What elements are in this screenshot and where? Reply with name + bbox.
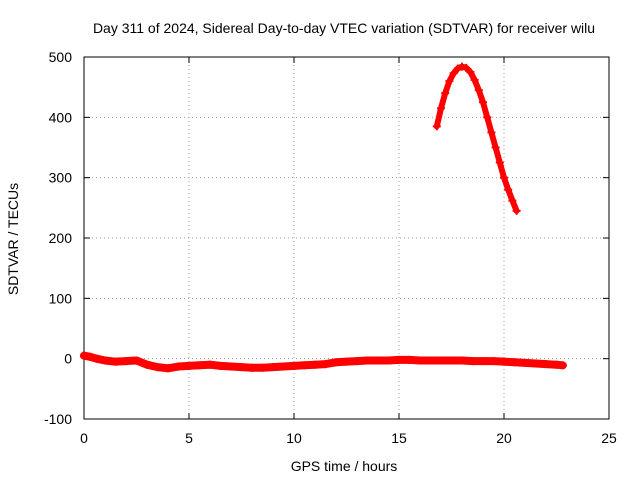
data-point	[504, 185, 513, 194]
data-point	[558, 361, 567, 370]
data-point	[195, 361, 204, 370]
data-point	[483, 113, 492, 122]
x-tick-label: 25	[601, 430, 617, 446]
data-point	[495, 158, 504, 167]
data-point	[132, 356, 141, 365]
data-point	[470, 75, 479, 84]
data-point	[432, 122, 441, 131]
y-tick-label: -100	[44, 411, 72, 427]
data-point	[237, 363, 246, 372]
data-point	[185, 361, 193, 370]
data-point	[311, 360, 319, 369]
data-point	[353, 357, 361, 366]
data-point	[437, 104, 445, 113]
data-point	[395, 355, 403, 364]
data-point	[426, 356, 435, 365]
data-point	[206, 360, 214, 369]
data-point	[449, 69, 458, 78]
data-point	[342, 357, 351, 366]
data-point	[416, 356, 424, 365]
data-point	[101, 356, 109, 365]
data-point	[216, 361, 225, 370]
data-point	[80, 351, 88, 360]
data-point	[248, 363, 256, 372]
data-point	[453, 64, 462, 73]
data-point	[445, 77, 454, 86]
data-point	[384, 356, 393, 365]
data-point	[279, 362, 288, 371]
chart-title: Day 311 of 2024, Sidereal Day-to-day VTE…	[93, 20, 595, 36]
data-point	[479, 98, 487, 107]
data-point	[474, 86, 483, 95]
x-axis-label: GPS time / hours	[291, 458, 398, 474]
data-point	[258, 363, 267, 372]
y-tick-label: 0	[64, 351, 72, 367]
data-point	[466, 68, 475, 77]
data-point	[512, 206, 521, 215]
data-point	[458, 356, 466, 365]
data-point	[227, 362, 235, 371]
data-point	[500, 357, 508, 366]
y-tick-label: 200	[49, 230, 73, 246]
data-point	[300, 361, 309, 370]
data-point	[332, 358, 340, 367]
data-point	[468, 357, 477, 366]
data-point	[542, 360, 550, 369]
data-point	[153, 363, 162, 372]
data-point	[500, 173, 508, 182]
data-point	[143, 360, 151, 369]
tick-label-layer: 0 5 10 15 20 25 -100 0 100 200 300 400 500	[44, 49, 617, 446]
data-point	[290, 361, 298, 370]
data-point	[174, 362, 183, 371]
data-point	[111, 357, 120, 366]
data-point	[491, 143, 500, 152]
data-point	[405, 355, 414, 364]
data-point	[374, 356, 382, 365]
data-point	[441, 89, 450, 98]
x-tick-label: 15	[391, 430, 407, 446]
y-tick-label: 100	[49, 290, 73, 306]
x-tick-label: 0	[80, 430, 88, 446]
data-point	[458, 62, 466, 71]
grid-layer	[84, 57, 609, 419]
data-point	[363, 356, 372, 365]
data-point	[122, 357, 130, 366]
data-point	[321, 360, 330, 369]
data-point	[521, 358, 529, 367]
data-point	[447, 356, 456, 365]
y-tick-label: 500	[49, 49, 73, 65]
data-point	[487, 128, 496, 137]
data-point	[531, 359, 540, 368]
y-tick-label: 400	[49, 109, 73, 125]
data-point	[164, 364, 172, 373]
y-axis-label: SDTVAR / TECUs	[5, 183, 21, 295]
y-tick-label: 300	[49, 170, 73, 186]
x-tick-label: 10	[286, 430, 302, 446]
x-tick-label: 20	[496, 430, 512, 446]
x-tick-label: 5	[185, 430, 193, 446]
data-point	[510, 358, 519, 367]
data-point	[489, 357, 498, 366]
data-point	[269, 363, 277, 372]
data-point	[508, 196, 517, 205]
data-point	[86, 352, 95, 361]
series-layer	[80, 62, 567, 373]
data-point	[92, 354, 101, 363]
data-point	[462, 63, 471, 72]
data-point	[437, 356, 445, 365]
axis-layer	[83, 56, 610, 420]
data-point	[479, 357, 487, 366]
